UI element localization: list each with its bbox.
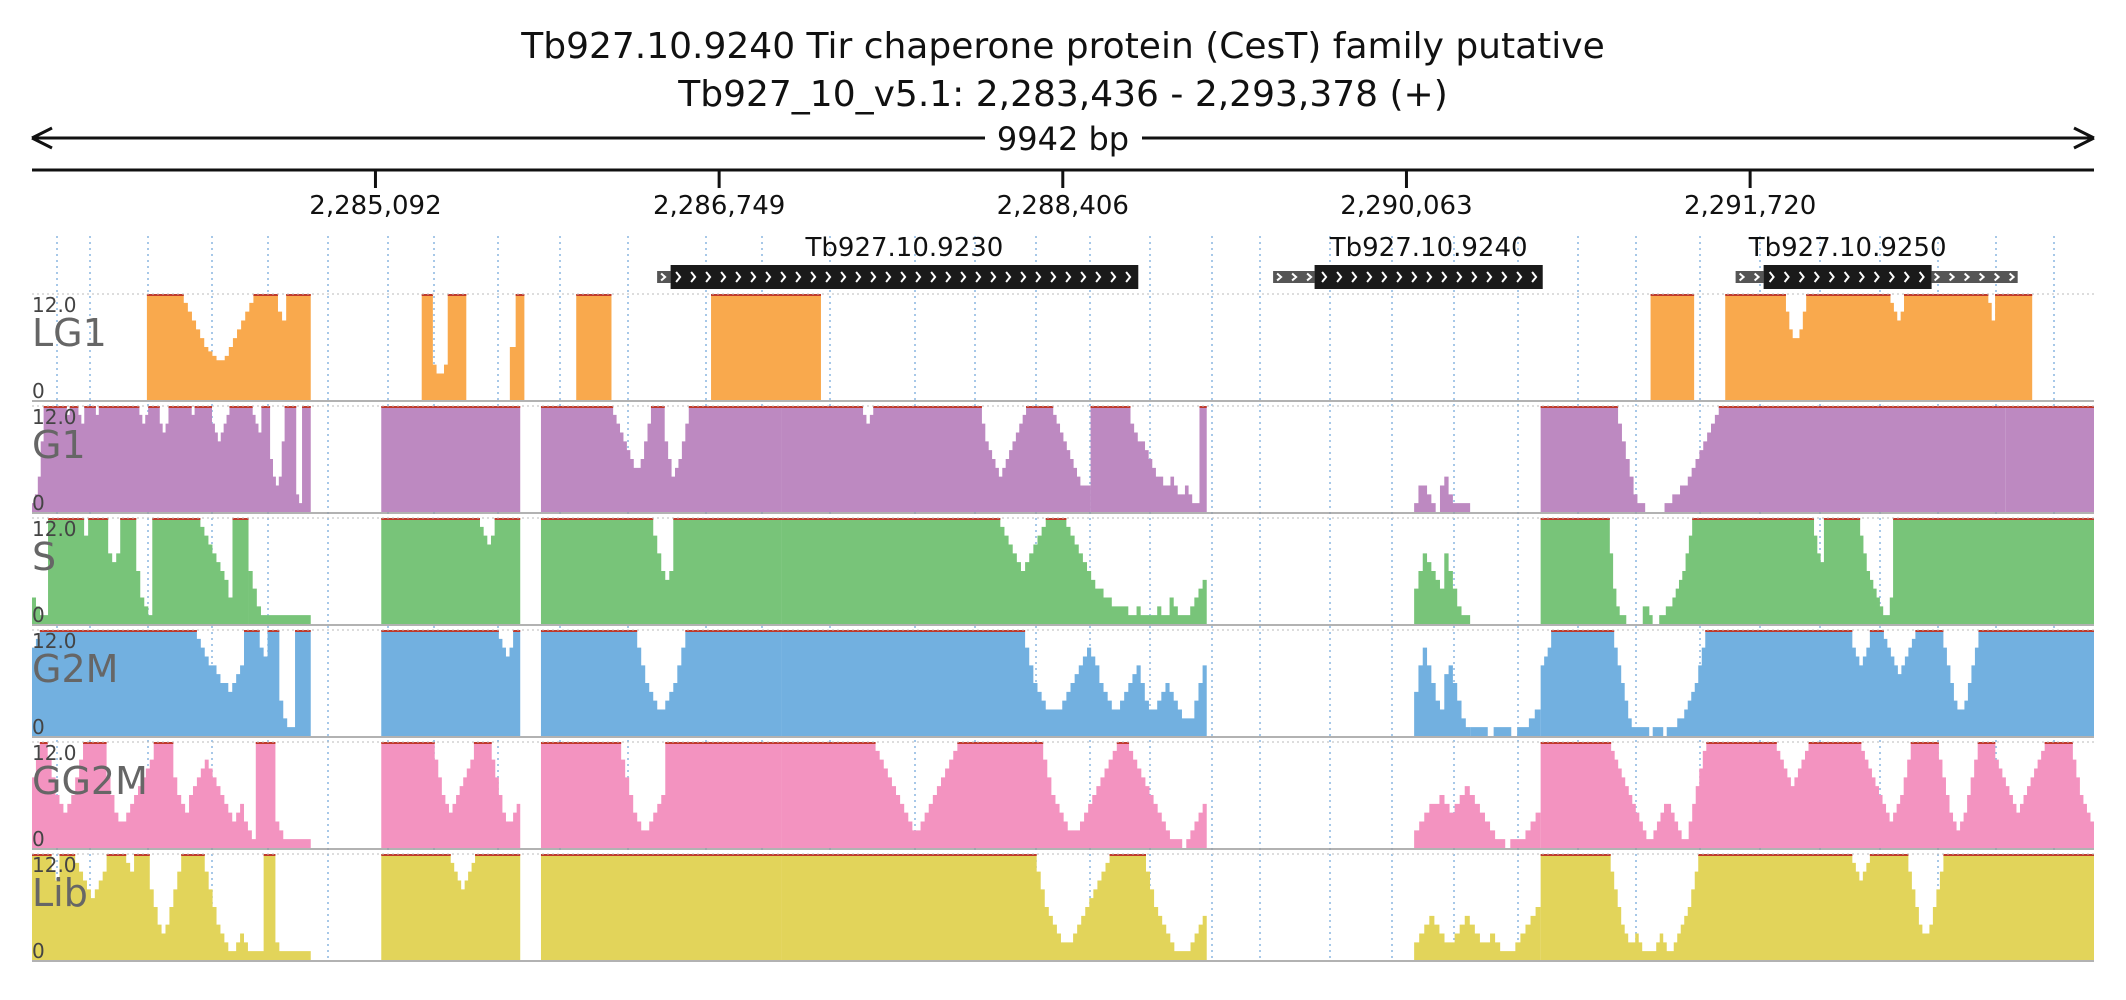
coverage-area-GG2M-0 [32,742,311,848]
coverage-area-LG1-2 [509,294,525,400]
coverage-area-G2M-4 [1414,647,1471,736]
gene-Tb927.10.9230: Tb927.10.9230 [657,233,1139,289]
coverage-area-Lib-4 [1414,907,1541,960]
coverage-tracks: LG112.00G112.00S12.00G2M12.00GG2M12.00Li… [32,293,2094,963]
axis-ticks: 2,285,092 2,286,749 2,288,406 2,290,063 2,29… [309,170,1816,221]
coverage-area-LG1-0 [146,294,311,400]
track-ymin-GG2M: 0 [32,827,45,851]
coverage-area-GG2M-5 [1540,742,2094,848]
coverage-area-G2M-2 [540,630,782,736]
track-label-G2M: G2M [32,647,118,691]
coverage-area-S-2 [381,518,521,624]
gene-Tb927.10.9240: Tb927.10.9240 [1273,233,1543,289]
track-ymax-LG1: 12.0 [32,293,77,317]
track-label-S: S [32,535,56,579]
coverage-area-LG1-4 [711,294,821,400]
coverage-area-G1-4 [1090,406,1207,512]
coverage-area-Lib-2 [540,854,782,960]
span-label: 9942 bp [997,120,1129,158]
gene-label-2: Tb927.10.9250 [1748,233,1947,263]
coverage-area-G1-5 [1414,476,1471,512]
track-ymin-LG1: 0 [32,379,45,403]
coverage-area-S-6 [1540,518,2094,624]
track-label-LG1: LG1 [32,311,107,355]
chart-title: Tb927.10.9240 Tir chaperone protein (Ces… [520,26,1605,67]
track-ymax-G2M: 12.0 [32,629,77,653]
track-ymax-GG2M: 12.0 [32,741,77,765]
tick-label-4: 2,291,720 [1684,191,1816,221]
coverage-area-S-5 [1414,553,1471,624]
coverage-area-G1-0 [32,406,311,512]
coverage-area-GG2M-4 [1414,786,1541,848]
coverage-area-S-4 [781,518,1207,624]
coverage-area-Lib-5 [1540,854,2094,960]
track-ymin-G1: 0 [32,491,45,515]
track-label-Lib: Lib [32,871,88,915]
coverage-area-LG1-1 [421,294,467,400]
coverage-area-G2M-1 [381,630,521,736]
gene-strand-arrows-2 [1738,271,2016,283]
coverage-area-G1-3 [781,406,1091,512]
tick-label-3: 2,290,063 [1340,191,1472,221]
gene-annotations: Tb927.10.9230 Tb927.10.9240 Tb927.10.9250 [657,233,2018,289]
coverage-area-Lib-3 [781,854,1207,960]
tick-label-2: 2,288,406 [997,191,1129,221]
track-ymax-Lib: 12.0 [32,853,77,877]
coverage-area-G1-6 [1540,406,2006,512]
track-label-GG2M: GG2M [32,759,148,803]
track-ymin-S: 0 [32,603,45,627]
coverage-area-G2M-0 [32,630,311,736]
gene-Tb927.10.9250: Tb927.10.9250 [1735,233,2018,289]
tick-label-0: 2,285,092 [309,191,441,221]
coverage-area-G2M-3 [781,630,1207,736]
track-ymin-G2M: 0 [32,715,45,739]
track-ymax-G1: 12.0 [32,405,77,429]
coverage-area-LG1-5 [1650,294,1695,400]
coverage-area-G2M-5 [1470,709,1541,736]
span-indicator: 9942 bp [31,120,2095,158]
coverage-area-S-3 [540,518,782,624]
tick-label-1: 2,286,749 [653,191,785,221]
gene-strand-arrows-0 [660,271,1132,283]
gene-label-1: Tb927.10.9240 [1329,233,1528,263]
coverage-area-G1-7 [2005,406,2094,512]
coverage-area-GG2M-2 [540,742,782,848]
coverage-area-LG1-3 [576,294,612,400]
gene-strand-arrows-1 [1276,271,1538,283]
coverage-area-GG2M-1 [381,742,521,848]
track-ymax-S: 12.0 [32,517,77,541]
coverage-area-LG1-6 [1725,294,2033,400]
span-arrow-head-right [2073,126,2095,150]
track-label-G1: G1 [32,423,86,467]
coverage-area-S-1 [248,571,311,624]
coverage-area-G2M-6 [1540,630,2094,736]
coverage-area-G1-2 [540,406,782,512]
coverage-area-S-0 [32,518,249,624]
gene-cds-1 [1314,265,1543,289]
coverage-area-Lib-1 [381,854,521,960]
coverage-area-Lib-0 [32,854,311,960]
track-S: S12.0 0 [32,517,2094,627]
coverage-area-G1-1 [381,406,521,512]
track-ymin-Lib: 0 [32,939,45,963]
span-arrow-head-left [31,126,53,150]
coverage-area-GG2M-3 [781,742,1207,848]
gene-utr3-2 [1931,271,2018,283]
gene-utr5-1 [1273,271,1315,283]
chart-subtitle: Tb927_10_v5.1: 2,283,436 - 2,293,378 (+) [677,74,1448,115]
gene-label-0: Tb927.10.9230 [805,233,1004,263]
